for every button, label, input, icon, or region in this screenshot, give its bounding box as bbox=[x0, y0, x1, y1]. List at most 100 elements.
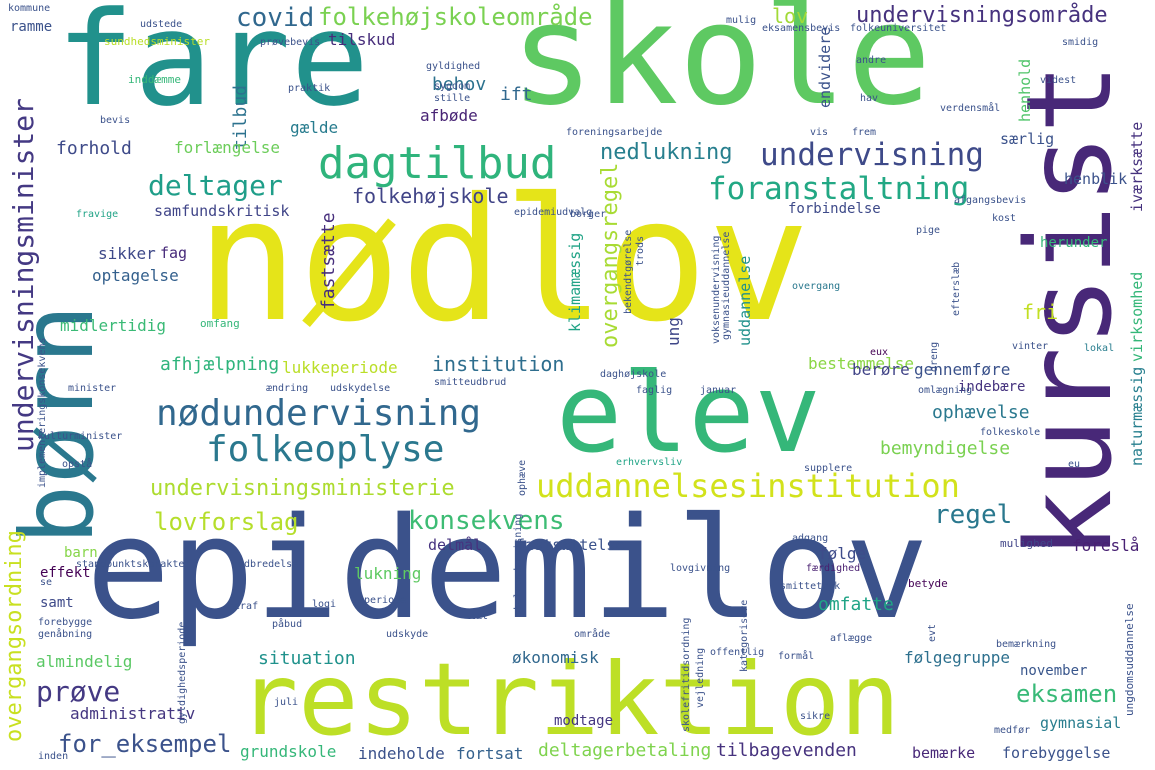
cloud-word: inden bbox=[38, 751, 69, 762]
cloud-word: lov bbox=[772, 4, 809, 28]
cloud-word: implementeringskonsekvens bbox=[37, 337, 48, 488]
cloud-word: forhold bbox=[56, 138, 132, 159]
cloud-word: almindelig bbox=[36, 652, 133, 671]
cloud-word: eksamen bbox=[1016, 680, 1118, 708]
cloud-word: klimamæssig bbox=[566, 232, 584, 332]
cloud-word: fare bbox=[56, 0, 370, 135]
cloud-word: prøve bbox=[36, 675, 121, 708]
cloud-word: folkeskole bbox=[980, 427, 1041, 438]
cloud-word: sundhedsminister bbox=[104, 35, 210, 48]
cloud-word: adgang bbox=[792, 533, 829, 544]
cloud-word: udskydelse bbox=[330, 383, 391, 394]
cloud-word: regel bbox=[934, 500, 1013, 530]
cloud-word: afgangsbevis bbox=[954, 195, 1027, 206]
cloud-word: nødundervisning bbox=[156, 393, 482, 434]
cloud-word: skoleundervisning bbox=[513, 513, 524, 616]
cloud-word: medfør bbox=[994, 725, 1031, 736]
cloud-word: tilbagevenden bbox=[716, 740, 857, 761]
cloud-word: samt bbox=[40, 595, 74, 611]
cloud-word: institution bbox=[432, 352, 565, 376]
cloud-word: stille bbox=[434, 93, 471, 104]
cloud-word: indebære bbox=[958, 379, 1026, 395]
cloud-word: vejledning bbox=[695, 647, 706, 708]
cloud-word: behov bbox=[432, 74, 487, 95]
cloud-word: eux bbox=[870, 347, 889, 358]
cloud-word: lovgivning bbox=[670, 563, 731, 574]
cloud-word: frem bbox=[852, 127, 877, 138]
cloud-word: samfundskritisk bbox=[154, 202, 290, 220]
cloud-word: folkehøjskole bbox=[352, 184, 509, 208]
cloud-word: undervisningsministerie bbox=[150, 476, 455, 501]
cloud-word: ændring bbox=[266, 383, 309, 394]
cloud-word: november bbox=[1020, 663, 1088, 679]
cloud-word: fastsættelse bbox=[516, 536, 625, 554]
cloud-word: gymnasial bbox=[1040, 714, 1122, 732]
cloud-word: uddannelse bbox=[736, 255, 754, 346]
cloud-word: supplere bbox=[804, 463, 853, 474]
cloud-word: ungdomsuddannelse bbox=[1123, 603, 1136, 716]
cloud-word: praktik bbox=[288, 83, 331, 94]
cloud-word: omfang bbox=[200, 317, 240, 330]
cloud-word: bemærkning bbox=[996, 639, 1057, 650]
cloud-word: efterslæb bbox=[951, 261, 962, 316]
cloud-word: foreningsarbejde bbox=[566, 127, 663, 138]
cloud-word: iværksætte bbox=[1128, 121, 1146, 212]
cloud-word: kategorisere bbox=[739, 599, 750, 672]
cloud-word: gennemføre bbox=[914, 360, 1011, 379]
cloud-word: smittetryk bbox=[780, 581, 841, 592]
cloud-word: ophævelse bbox=[932, 402, 1030, 423]
cloud-word: heraf bbox=[228, 601, 259, 612]
cloud-word: berøre bbox=[852, 360, 910, 379]
cloud-word: videst bbox=[1040, 75, 1077, 86]
cloud-word: lokal bbox=[1084, 343, 1115, 354]
cloud-word: uddannelsesinstitution bbox=[536, 467, 960, 505]
cloud-word: vis bbox=[810, 127, 829, 138]
cloud-word: sikre bbox=[800, 711, 831, 722]
cloud-word: forlængelse bbox=[174, 138, 280, 157]
cloud-word: nedlukning bbox=[600, 140, 733, 165]
cloud-word: omlægning bbox=[918, 385, 973, 396]
cloud-word: følgegruppe bbox=[904, 648, 1010, 667]
cloud-word: midlertidig bbox=[60, 316, 166, 335]
cloud-word: vinter bbox=[1012, 341, 1049, 352]
cloud-word: undervisningsminister bbox=[7, 97, 40, 452]
cloud-word: andre bbox=[856, 55, 887, 66]
cloud-word: lukning bbox=[354, 564, 422, 583]
cloud-word: sikker bbox=[98, 244, 156, 263]
cloud-word: administrativ bbox=[70, 704, 196, 723]
cloud-word: epidemilov bbox=[86, 488, 929, 651]
cloud-word: særlig bbox=[1000, 130, 1055, 148]
cloud-word: pige bbox=[916, 225, 941, 236]
cloud-word: skole bbox=[510, 0, 932, 137]
cloud-word: virksomhed bbox=[1128, 271, 1146, 362]
cloud-word: afhjælpning bbox=[160, 354, 280, 375]
cloud-word: folkeoplyse bbox=[206, 429, 445, 470]
cloud-word: endvidere bbox=[816, 26, 834, 108]
cloud-word: bemyndigelse bbox=[880, 438, 1011, 459]
cloud-word: restriktion bbox=[238, 641, 901, 758]
cloud-word: udstede bbox=[140, 19, 183, 30]
cloud-word: erhvervsliv bbox=[616, 457, 683, 468]
cloud-word: effekt bbox=[40, 565, 91, 581]
cloud-word: sygdom bbox=[434, 81, 471, 92]
cloud-word: smitteudbrud bbox=[434, 377, 507, 388]
cloud-word: naturmæssig bbox=[1128, 366, 1146, 466]
cloud-word: forebyggelse bbox=[1002, 744, 1111, 762]
cloud-word: dreng bbox=[929, 341, 940, 372]
cloud-word: tæt bbox=[470, 611, 489, 622]
cloud-word: kulturminister bbox=[38, 431, 123, 442]
cloud-word: undervisning bbox=[760, 137, 984, 173]
cloud-word: bestemmelse bbox=[808, 354, 914, 373]
cloud-word: juli bbox=[274, 697, 299, 708]
cloud-word: foreslå bbox=[1072, 536, 1140, 555]
cloud-word: fri bbox=[1022, 300, 1059, 324]
cloud-word: skolefritidsordning bbox=[681, 617, 692, 732]
cloud-word: elev bbox=[556, 349, 821, 477]
cloud-word: fastsætte bbox=[318, 212, 339, 310]
cloud-word: konsekvens bbox=[408, 506, 565, 536]
cloud-word: økonomisk bbox=[512, 648, 599, 667]
cloud-word: delmål bbox=[428, 536, 483, 554]
cloud-word: omfatte bbox=[818, 594, 894, 615]
cloud-word: dagtilbud bbox=[318, 138, 557, 189]
cloud-word: folkehøjskoleområde bbox=[318, 3, 593, 31]
